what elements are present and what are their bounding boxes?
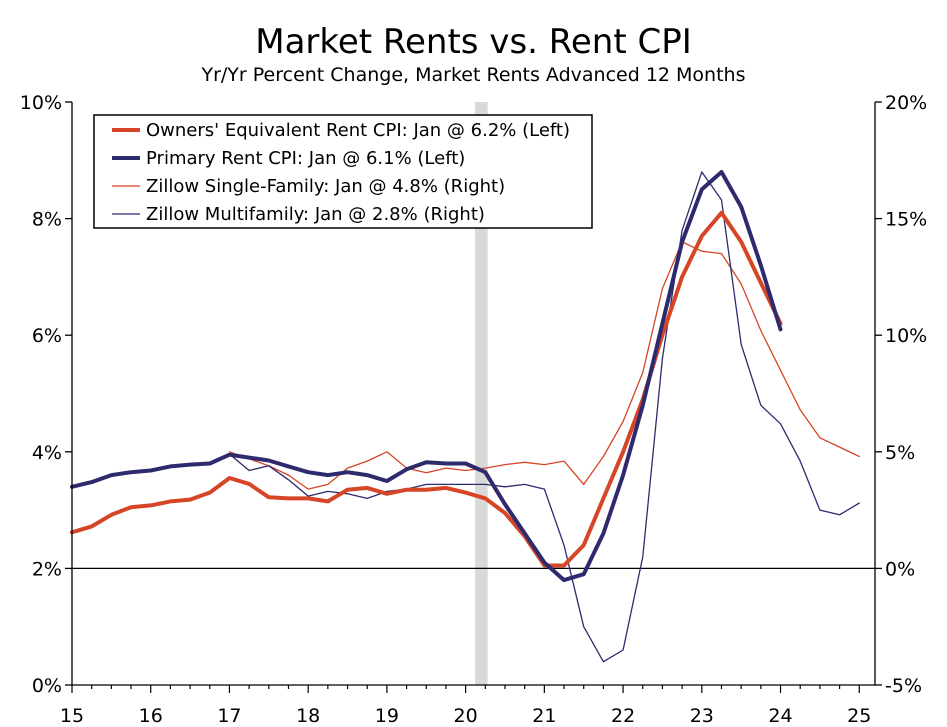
y-left-tick-label: 6% [32,325,62,347]
x-tick-label: 20 [454,705,478,727]
legend-label-1: Primary Rent CPI: Jan @ 6.1% (Left) [146,148,465,169]
y-right-tick-label: 15% [885,209,927,231]
recession-band-layer [475,102,488,685]
x-tick-label: 21 [532,705,556,727]
legend: Owners' Equivalent Rent CPI: Jan @ 6.2% … [93,114,593,229]
x-tick-label: 16 [139,705,163,727]
recession-band [475,102,488,685]
legend-box [93,114,593,229]
y-right-tick-label: -5% [885,675,922,697]
y-left-tick-label: 2% [32,558,62,580]
y-left-tick-label: 0% [32,675,62,697]
x-tick-label: 24 [768,705,792,727]
y-right-tick-label: 5% [885,442,915,464]
x-tick-label: 23 [690,705,714,727]
legend-label-3: Zillow Multifamily: Jan @ 2.8% (Right) [146,204,485,225]
legend-label-0: Owners' Equivalent Rent CPI: Jan @ 6.2% … [146,120,570,141]
y-right-tick-label: 0% [885,558,915,580]
chart-title: Market Rents vs. Rent CPI [255,22,692,62]
chart-subtitle: Yr/Yr Percent Change, Market Rents Advan… [201,64,746,86]
series-line-0 [70,210,783,568]
y-right-tick-label: 10% [885,325,927,347]
series-line-2 [228,241,860,490]
x-tick-label: 15 [60,705,84,727]
x-tick-label: 25 [847,705,871,727]
y-right-tick-label: 20% [885,92,927,114]
series-line-3 [228,171,860,663]
x-tick-label: 18 [296,705,320,727]
series-line-1 [70,170,783,583]
legend-label-2: Zillow Single-Family: Jan @ 4.8% (Right) [146,176,505,197]
x-tick-label: 19 [375,705,399,727]
x-tick-label: 22 [611,705,635,727]
y-left-tick-label: 4% [32,442,62,464]
x-tick-label: 17 [217,705,241,727]
y-left-tick-label: 10% [20,92,62,114]
y-left-tick-label: 8% [32,209,62,231]
series-layer [70,170,860,663]
axes-layer: 0% 2% 4% 6% 8% 10% -5% 0% 5% 10% 15% 20% 15 16 17 18 19 2… [20,92,927,727]
